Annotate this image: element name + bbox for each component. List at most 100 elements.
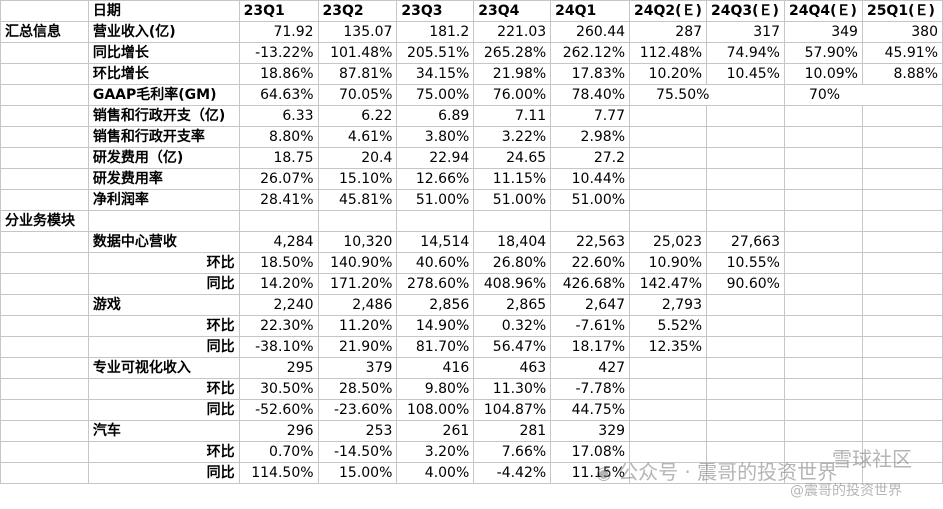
value-cell[interactable]: 51.00% — [473, 189, 552, 211]
value-cell[interactable]: 0.32% — [473, 315, 552, 337]
value-cell[interactable]: 171.20% — [317, 273, 398, 295]
value-cell[interactable]: 253 — [317, 420, 398, 442]
blank-cell[interactable] — [706, 357, 785, 379]
value-cell[interactable]: 4.61% — [317, 126, 398, 148]
blank-cell[interactable] — [706, 378, 785, 400]
value-cell[interactable]: 22.60% — [550, 252, 631, 274]
blank-cell[interactable] — [0, 0, 89, 22]
blank-cell[interactable] — [783, 294, 863, 316]
blank-cell[interactable] — [473, 210, 552, 232]
blank-cell[interactable] — [861, 105, 943, 127]
column-header[interactable]: 23Q2 — [317, 0, 398, 22]
blank-cell[interactable] — [861, 420, 943, 442]
value-cell[interactable]: 11.15% — [550, 462, 631, 484]
value-cell[interactable]: 76.00% — [473, 84, 552, 106]
blank-cell[interactable] — [0, 441, 89, 463]
blank-cell[interactable] — [706, 441, 785, 463]
blank-cell[interactable] — [706, 147, 785, 169]
value-cell[interactable]: 5.52% — [629, 315, 708, 337]
blank-cell[interactable] — [550, 210, 631, 232]
value-cell[interactable]: 75.00% — [396, 84, 475, 106]
value-cell[interactable]: 10.45% — [706, 63, 785, 85]
value-cell[interactable]: 4.00% — [396, 462, 475, 484]
value-cell[interactable]: 296 — [238, 420, 319, 442]
value-cell[interactable]: 10,320 — [317, 231, 398, 253]
value-cell[interactable]: 287 — [629, 21, 708, 43]
value-cell[interactable]: 24.65 — [473, 147, 552, 169]
blank-cell[interactable] — [396, 210, 475, 232]
blank-cell[interactable] — [706, 189, 785, 211]
blank-cell[interactable] — [783, 399, 863, 421]
blank-cell[interactable] — [861, 357, 943, 379]
value-cell[interactable]: 57.90% — [783, 42, 863, 64]
value-cell[interactable]: 87.81% — [317, 63, 398, 85]
value-cell[interactable]: 12.66% — [396, 168, 475, 190]
value-cell[interactable]: 2,240 — [238, 294, 319, 316]
value-cell[interactable]: 17.08% — [550, 441, 631, 463]
value-cell[interactable]: 135.07 — [317, 21, 398, 43]
value-cell[interactable]: 14.90% — [396, 315, 475, 337]
value-cell[interactable]: 22.30% — [238, 315, 319, 337]
row-label[interactable]: 营业收入(亿) — [87, 21, 240, 43]
blank-cell[interactable] — [0, 105, 89, 127]
value-cell[interactable]: 51.00% — [396, 189, 475, 211]
blank-cell[interactable] — [0, 357, 89, 379]
value-cell[interactable]: 278.60% — [396, 273, 475, 295]
blank-cell[interactable] — [629, 168, 708, 190]
value-cell[interactable]: 21.98% — [473, 63, 552, 85]
segment-label[interactable]: 游戏 — [87, 294, 240, 316]
section-label-segments[interactable]: 分业务模块 — [0, 210, 89, 232]
blank-cell[interactable] — [629, 189, 708, 211]
value-cell[interactable]: 2.98% — [550, 126, 631, 148]
value-cell[interactable]: 2,793 — [629, 294, 708, 316]
value-cell[interactable]: -14.50% — [317, 441, 398, 463]
column-header[interactable]: 24Q3(Ｅ) — [706, 0, 785, 22]
value-cell[interactable]: 11.15% — [473, 168, 552, 190]
value-cell[interactable]: 3.80% — [396, 126, 475, 148]
value-cell[interactable]: 221.03 — [473, 21, 552, 43]
value-cell[interactable]: 81.70% — [396, 336, 475, 358]
blank-cell[interactable] — [706, 399, 785, 421]
value-cell[interactable]: 27.2 — [550, 147, 631, 169]
blank-cell[interactable] — [706, 462, 785, 484]
blank-cell[interactable] — [0, 294, 89, 316]
value-cell[interactable]: 26.07% — [238, 168, 319, 190]
value-cell[interactable]: 10.55% — [706, 252, 785, 274]
column-header[interactable]: 23Q1 — [238, 0, 319, 22]
value-cell[interactable]: 10.44% — [550, 168, 631, 190]
value-cell[interactable]: 10.90% — [629, 252, 708, 274]
row-label[interactable]: 销售和行政开支（亿) — [87, 105, 240, 127]
value-cell[interactable]: 2,856 — [396, 294, 475, 316]
blank-cell[interactable] — [706, 294, 785, 316]
value-cell[interactable]: -52.60% — [238, 399, 319, 421]
value-cell[interactable]: 30.50% — [238, 378, 319, 400]
blank-cell[interactable] — [0, 231, 89, 253]
blank-cell[interactable] — [706, 420, 785, 442]
value-cell[interactable]: 18,404 — [473, 231, 552, 253]
blank-cell[interactable] — [0, 63, 89, 85]
blank-cell[interactable] — [629, 105, 708, 127]
value-cell[interactable]: 22.94 — [396, 147, 475, 169]
value-cell[interactable]: 56.47% — [473, 336, 552, 358]
value-cell[interactable]: 463 — [473, 357, 552, 379]
value-cell[interactable]: 26.80% — [473, 252, 552, 274]
value-cell[interactable]: -13.22% — [238, 42, 319, 64]
sub-label[interactable]: 环比 — [87, 441, 240, 463]
value-cell[interactable]: 40.60% — [396, 252, 475, 274]
value-cell[interactable]: 28.50% — [317, 378, 398, 400]
sub-label[interactable]: 同比 — [87, 336, 240, 358]
blank-cell[interactable] — [861, 189, 943, 211]
blank-cell[interactable] — [0, 273, 89, 295]
blank-cell[interactable] — [861, 378, 943, 400]
value-cell[interactable]: 2,647 — [550, 294, 631, 316]
blank-cell[interactable] — [706, 105, 785, 127]
blank-cell[interactable] — [861, 336, 943, 358]
blank-cell[interactable] — [783, 189, 863, 211]
value-cell[interactable]: 380 — [861, 21, 943, 43]
value-cell[interactable]: 104.87% — [473, 399, 552, 421]
blank-cell[interactable] — [706, 126, 785, 148]
value-cell[interactable]: 78.40% — [550, 84, 631, 106]
value-cell[interactable]: 14,514 — [396, 231, 475, 253]
value-cell[interactable]: 205.51% — [396, 42, 475, 64]
value-cell[interactable]: -7.61% — [550, 315, 631, 337]
